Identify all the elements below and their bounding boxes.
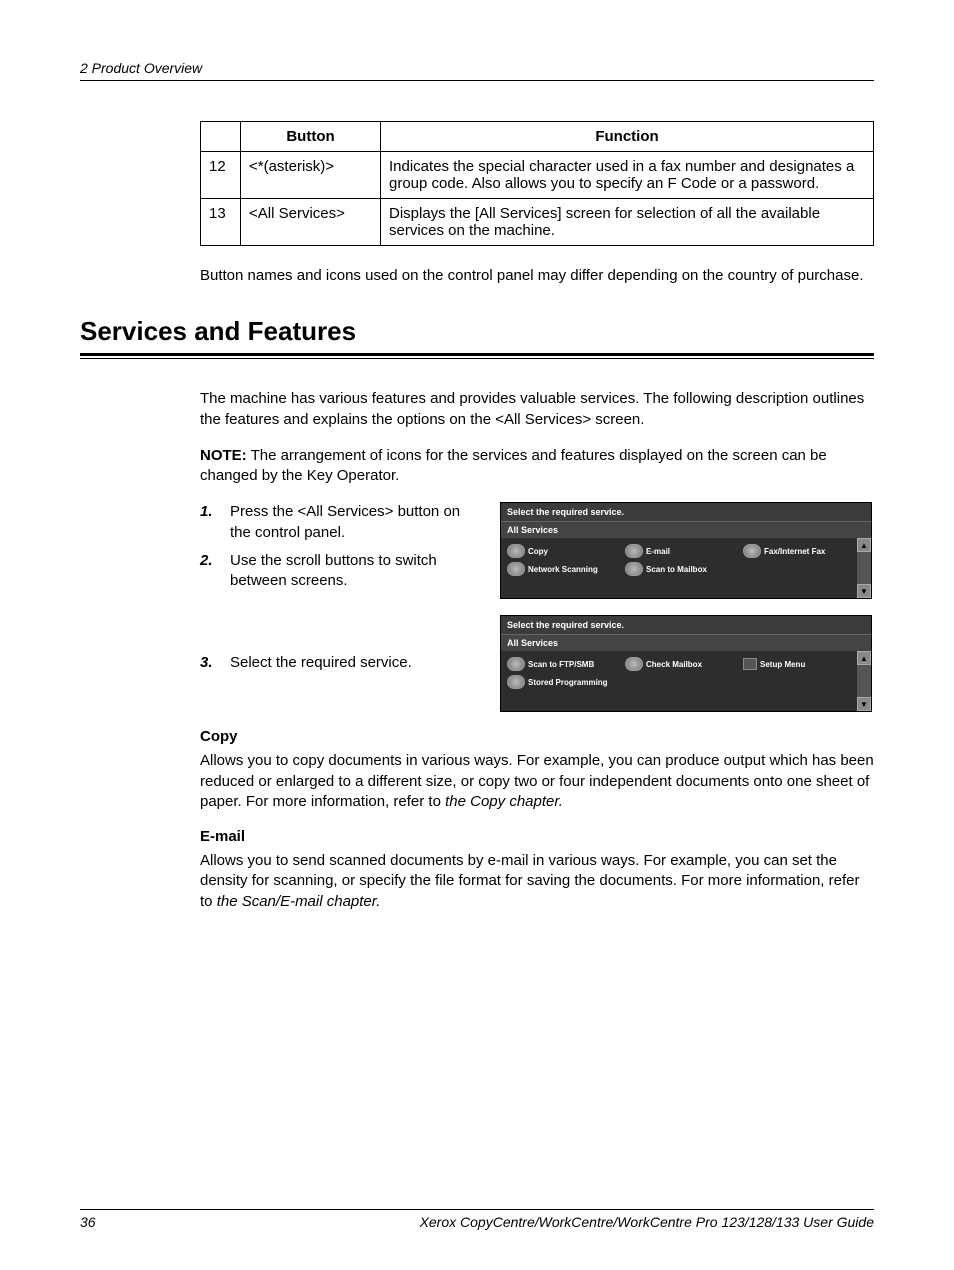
table-note: Button names and icons used on the contr… [200,266,874,286]
step-num: 2. [200,551,230,592]
col-idx [201,122,241,152]
email-heading: E-mail [200,828,874,845]
section-rule [80,353,874,359]
cell-function: Indicates the special character used in … [381,152,874,199]
ss-tab[interactable]: All Services [501,521,871,538]
setup-menu-icon [743,658,757,670]
scan-mailbox-icon [625,562,643,576]
email-ref: the Scan/E-mail chapter. [217,893,381,910]
ss-tab[interactable]: All Services [501,634,871,651]
fax-icon [743,544,761,558]
service-scan-ftp-smb[interactable]: Scan to FTP/SMB [507,657,607,671]
service-label: Setup Menu [760,660,805,669]
button-function-table: Button Function 12 <*(asterisk)> Indicat… [200,121,874,246]
intro-text: The machine has various features and pro… [200,389,874,430]
service-stored-programming[interactable]: Stored Programming [507,675,608,689]
copy-text: Allows you to copy documents in various … [200,751,874,812]
service-label: Check Mailbox [646,660,702,669]
cell-idx: 13 [201,199,241,246]
cell-button: <*(asterisk)> [241,152,381,199]
note: NOTE: The arrangement of icons for the s… [200,446,874,487]
table-row: 13 <All Services> Displays the [All Serv… [201,199,874,246]
copy-ref: the Copy chapter. [445,793,563,810]
page-number: 36 [80,1214,96,1230]
scroll-down-icon[interactable]: ▼ [857,584,871,598]
ss-title: Select the required service. [501,616,871,634]
service-network-scanning[interactable]: Network Scanning [507,562,607,576]
copy-heading: Copy [200,728,874,745]
screenshot-2: Select the required service. All Service… [500,615,872,712]
email-text: Allows you to send scanned documents by … [200,851,874,912]
step-3: 3. Select the required service. [200,653,494,673]
ss-title: Select the required service. [501,503,871,521]
scrollbar[interactable]: ▲ ▼ [857,651,871,711]
step-1: 1. Press the <All Services> button on th… [200,502,494,543]
service-email[interactable]: E-mail [625,544,725,558]
scroll-up-icon[interactable]: ▲ [857,651,871,665]
cell-function: Displays the [All Services] screen for s… [381,199,874,246]
col-function: Function [381,122,874,152]
note-label: NOTE: [200,447,247,464]
email-icon [625,544,643,558]
step-num: 1. [200,502,230,543]
service-label: Copy [528,547,548,556]
col-button: Button [241,122,381,152]
cell-idx: 12 [201,152,241,199]
screenshot-1: Select the required service. All Service… [500,502,872,599]
page-footer: 36 Xerox CopyCentre/WorkCentre/WorkCentr… [80,1209,874,1230]
service-label: E-mail [646,547,670,556]
step-text: Use the scroll buttons to switch between… [230,551,494,592]
service-label: Fax/Internet Fax [764,547,825,556]
service-label: Stored Programming [528,678,608,687]
copy-icon [507,544,525,558]
cell-button: <All Services> [241,199,381,246]
step-num: 3. [200,653,230,673]
service-label: Scan to Mailbox [646,565,707,574]
check-mailbox-icon [625,657,643,671]
table-row: 12 <*(asterisk)> Indicates the special c… [201,152,874,199]
service-fax[interactable]: Fax/Internet Fax [743,544,843,558]
scroll-up-icon[interactable]: ▲ [857,538,871,552]
step-text: Select the required service. [230,653,494,673]
scrollbar[interactable]: ▲ ▼ [857,538,871,598]
service-scan-mailbox[interactable]: Scan to Mailbox [625,562,725,576]
scroll-down-icon[interactable]: ▼ [857,697,871,711]
step-2: 2. Use the scroll buttons to switch betw… [200,551,494,592]
service-label: Scan to FTP/SMB [528,660,594,669]
service-label: Network Scanning [528,565,598,574]
service-setup-menu[interactable]: Setup Menu [743,657,843,671]
note-text: The arrangement of icons for the service… [200,447,827,484]
service-copy[interactable]: Copy [507,544,607,558]
scan-ftp-icon [507,657,525,671]
section-title: Services and Features [80,316,874,347]
step-text: Press the <All Services> button on the c… [230,502,494,543]
book-title: Xerox CopyCentre/WorkCentre/WorkCentre P… [420,1214,874,1230]
service-check-mailbox[interactable]: Check Mailbox [625,657,725,671]
page-header: 2 Product Overview [80,60,874,81]
network-scan-icon [507,562,525,576]
stored-prog-icon [507,675,525,689]
